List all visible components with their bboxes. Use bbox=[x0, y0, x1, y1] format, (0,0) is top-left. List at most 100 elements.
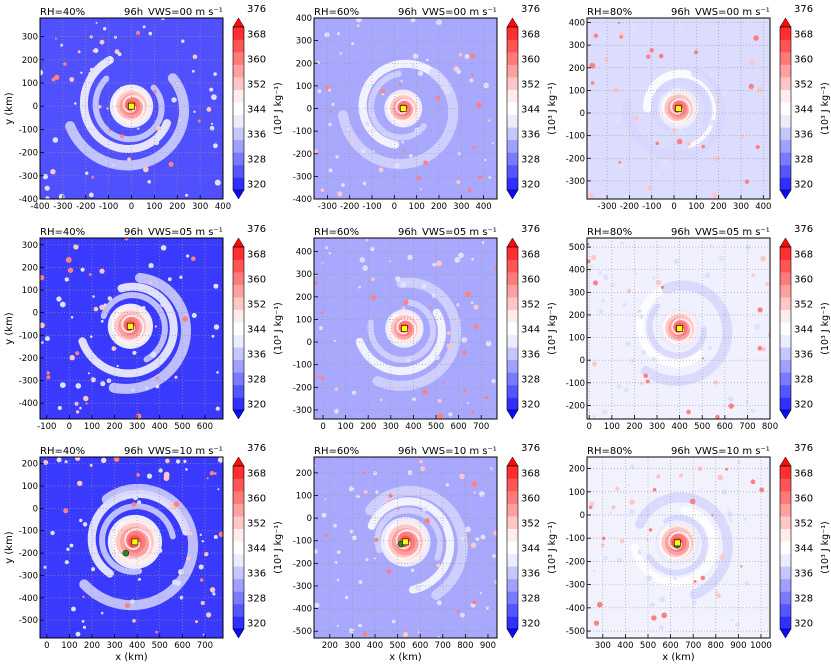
colorbar-level bbox=[233, 52, 244, 65]
convective-cell bbox=[442, 381, 445, 384]
convective-cell bbox=[334, 561, 338, 565]
convective-cell bbox=[56, 457, 62, 463]
convective-cell bbox=[415, 585, 421, 591]
x-tick-label: -400 bbox=[30, 202, 49, 212]
convective-cell bbox=[319, 326, 323, 331]
colorbar-level bbox=[233, 27, 244, 40]
convective-cell bbox=[753, 35, 759, 41]
convective-cell bbox=[324, 32, 330, 38]
convective-cell bbox=[348, 486, 355, 492]
convective-cell bbox=[179, 275, 183, 279]
x-tick-label: 700 bbox=[739, 422, 755, 432]
rainband bbox=[358, 59, 452, 149]
convective-cell bbox=[461, 337, 468, 343]
x-tick-label: 200 bbox=[322, 641, 338, 651]
time-label: 96h bbox=[671, 446, 690, 457]
x-tick-label: 400 bbox=[672, 422, 688, 432]
colorbar-extend-min bbox=[779, 628, 792, 639]
convective-cell bbox=[202, 633, 205, 636]
convective-cell bbox=[92, 49, 96, 53]
convective-cell bbox=[165, 458, 170, 464]
convective-cell bbox=[210, 122, 214, 125]
convective-cell bbox=[158, 468, 163, 473]
colorbar-tick-label: 344 bbox=[794, 105, 813, 116]
x-tick-label: 900 bbox=[730, 641, 746, 651]
convective-cell bbox=[658, 500, 665, 506]
plot-frame bbox=[586, 456, 771, 639]
convective-cell bbox=[473, 304, 479, 310]
rainband bbox=[640, 280, 733, 386]
colorbar-level bbox=[507, 384, 518, 398]
x-tick-label: 800 bbox=[457, 641, 473, 651]
convective-cell bbox=[73, 244, 79, 250]
rh-label: RH=80% bbox=[587, 227, 632, 238]
convective-cell bbox=[75, 383, 82, 389]
convective-cell bbox=[475, 537, 480, 542]
x-tick-label: 500 bbox=[389, 641, 405, 651]
convective-cell bbox=[590, 81, 595, 85]
convective-cell bbox=[716, 593, 721, 599]
convective-cell bbox=[707, 345, 713, 350]
colorbar-level bbox=[780, 516, 791, 529]
colorbar-tick-label: 360 bbox=[521, 274, 540, 285]
colorbar-level bbox=[780, 566, 791, 580]
convective-cell bbox=[612, 87, 618, 93]
convective-cell bbox=[52, 137, 59, 143]
convective-cell bbox=[349, 529, 354, 534]
y-tick-label: -400 bbox=[293, 605, 312, 615]
colorbar-level bbox=[507, 52, 518, 65]
y-tick-label: 200 bbox=[296, 293, 312, 303]
panel-5: 0 100 200 300 400 500 600 700 -300 -200 -100 0 100 20… bbox=[293, 224, 558, 432]
colorbar-level bbox=[507, 491, 518, 504]
convective-cell bbox=[142, 25, 146, 29]
x-tick-label: 400 bbox=[475, 202, 491, 212]
colorbar-label: (10³ J kg⁻¹) bbox=[547, 302, 558, 355]
convective-cell bbox=[143, 166, 149, 173]
y-tick-label: -100 bbox=[566, 379, 585, 389]
convective-cell bbox=[625, 341, 632, 347]
convective-cell bbox=[112, 164, 115, 167]
colorbar-tick-label: 376 bbox=[794, 4, 813, 15]
colorbar-level bbox=[780, 384, 791, 398]
convective-cell bbox=[418, 70, 424, 76]
colorbar-level bbox=[507, 164, 518, 178]
convective-cell bbox=[719, 554, 725, 560]
convective-cell bbox=[365, 238, 369, 242]
colorbar-tick-label: 352 bbox=[247, 299, 266, 310]
convective-cell bbox=[698, 375, 702, 379]
convective-cell bbox=[99, 39, 105, 45]
convective-cell bbox=[740, 565, 743, 568]
core-spiral bbox=[113, 89, 145, 122]
y-tick-label: -300 bbox=[19, 377, 38, 387]
x-tick-label: 0 bbox=[392, 202, 397, 212]
colorbar-level bbox=[233, 359, 244, 373]
colorbar-level bbox=[507, 478, 518, 492]
convective-cell bbox=[410, 18, 416, 23]
convective-cell bbox=[70, 316, 74, 319]
convective-cell bbox=[421, 283, 427, 289]
y-tick-label: 300 bbox=[22, 241, 38, 251]
convective-cell bbox=[103, 303, 107, 307]
y-tick-label: -100 bbox=[293, 537, 312, 547]
colorbar-level bbox=[780, 164, 791, 178]
convective-cell bbox=[464, 291, 471, 297]
convective-cell bbox=[388, 493, 393, 498]
colorbar-tick-label: 336 bbox=[247, 569, 266, 580]
convective-cell bbox=[379, 506, 383, 509]
colorbar-tick-label: 376 bbox=[247, 224, 266, 235]
x-tick-label: 1000 bbox=[750, 641, 772, 651]
convective-cell bbox=[711, 25, 717, 30]
colorbar-level bbox=[780, 152, 791, 166]
convective-cell bbox=[321, 512, 327, 518]
colorbar-extend-min bbox=[232, 189, 245, 200]
convective-cell bbox=[745, 245, 751, 250]
y-tick-label: -100 bbox=[19, 331, 38, 341]
mse-field bbox=[587, 457, 770, 638]
convective-cell bbox=[131, 388, 135, 392]
convective-cell bbox=[617, 384, 622, 389]
convective-cell bbox=[74, 102, 77, 105]
center-marker-secondary bbox=[122, 549, 130, 557]
convective-cell bbox=[199, 533, 202, 536]
rainband bbox=[100, 291, 168, 363]
colorbar-tick-label: 344 bbox=[794, 544, 813, 555]
